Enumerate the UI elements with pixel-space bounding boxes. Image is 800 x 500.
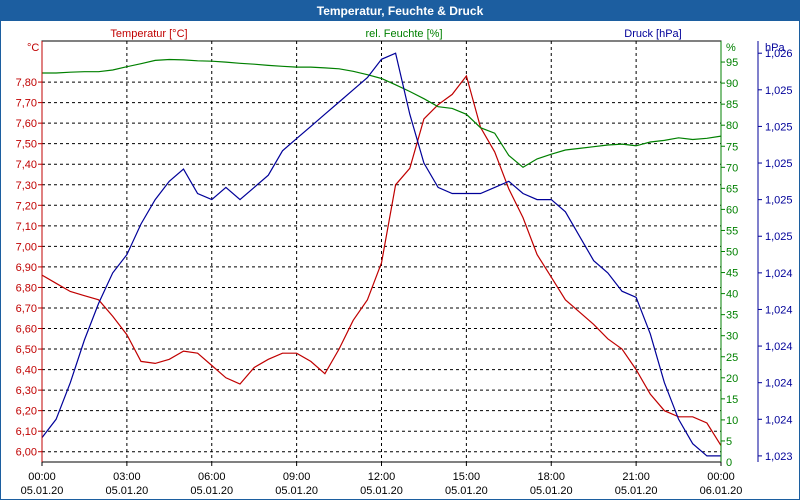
x-tick-date: 06.01.20 bbox=[700, 485, 743, 497]
series-lines bbox=[41, 52, 722, 457]
x-tick-time: 12:00 bbox=[368, 471, 396, 483]
temperature-tick-label: 7,10 bbox=[16, 221, 37, 233]
humidity-tick-label: 65 bbox=[726, 183, 738, 195]
humidity-tick-label: 15 bbox=[726, 394, 738, 406]
chart-title: Temperatur, Feuchte & Druck bbox=[1, 1, 799, 21]
pressure-tick-label: 1,026 bbox=[765, 48, 793, 60]
x-tick-time: 00:00 bbox=[28, 471, 56, 483]
x-tick-time: 18:00 bbox=[537, 471, 565, 483]
pressure-tick-label: 1,025 bbox=[765, 121, 793, 133]
pressure-series-line bbox=[41, 52, 721, 457]
pressure-tick-label: 1,024 bbox=[765, 414, 793, 426]
humidity-tick-label: 60 bbox=[726, 204, 738, 216]
x-tick-time: 15:00 bbox=[453, 471, 481, 483]
humidity-unit-label: % bbox=[726, 42, 736, 54]
x-tick-time: 06:00 bbox=[198, 471, 226, 483]
humidity-tick-label: 55 bbox=[726, 225, 738, 237]
humidity-tick-label: 0 bbox=[726, 457, 732, 469]
temperature-unit-label: °C bbox=[27, 42, 39, 54]
temperature-tick-label: 7,40 bbox=[16, 159, 37, 171]
axes: 6,00 6,10 6,20 6,30 6,40 6,50 6,60 6,70 6,80 6,90… bbox=[16, 40, 793, 497]
temperature-tick-label: 6,80 bbox=[16, 282, 37, 294]
x-tick-time: 09:00 bbox=[283, 471, 311, 483]
pressure-tick-label: 1,025 bbox=[765, 195, 793, 207]
humidity-tick-label: 30 bbox=[726, 331, 738, 343]
temperature-tick-label: 7,20 bbox=[16, 200, 37, 212]
pressure-axis-title: Druck [hPa] bbox=[624, 28, 681, 40]
x-tick-date: 05.01.20 bbox=[275, 485, 318, 497]
x-tick-time: 00:00 bbox=[707, 471, 735, 483]
humidity-tick-label: 25 bbox=[726, 352, 738, 364]
x-tick-date: 05.01.20 bbox=[360, 485, 403, 497]
humidity-tick-label: 35 bbox=[726, 310, 738, 322]
temperature-tick-label: 6,30 bbox=[16, 385, 37, 397]
temperature-tick-label: 7,80 bbox=[16, 77, 37, 89]
humidity-tick-label: 70 bbox=[726, 162, 738, 174]
temperature-tick-label: 6,60 bbox=[16, 324, 37, 336]
grid bbox=[41, 41, 722, 462]
x-tick-time: 03:00 bbox=[113, 471, 141, 483]
humidity-axis-title: rel. Feuchte [%] bbox=[365, 28, 442, 40]
humidity-tick-label: 75 bbox=[726, 141, 738, 153]
humidity-series-line bbox=[42, 58, 722, 169]
humidity-tick-label: 20 bbox=[726, 373, 738, 385]
pressure-unit-label: hPa bbox=[765, 42, 785, 54]
humidity-tick-label: 95 bbox=[726, 57, 738, 69]
temperature-tick-label: 6,00 bbox=[16, 447, 37, 459]
x-tick-time: 21:00 bbox=[622, 471, 650, 483]
temperature-tick-label: 7,30 bbox=[16, 180, 37, 192]
temperature-tick-label: 6,40 bbox=[16, 365, 37, 377]
pressure-tick-label: 1,025 bbox=[765, 85, 793, 97]
humidity-tick-label: 85 bbox=[726, 99, 738, 111]
humidity-tick-label: 40 bbox=[726, 289, 738, 301]
temperature-tick-label: 6,10 bbox=[16, 426, 37, 438]
pressure-tick-label: 1,024 bbox=[765, 304, 793, 316]
chart-svg: 6,00 6,10 6,20 6,30 6,40 6,50 6,60 6,70 6,80 6,90… bbox=[16, 28, 793, 497]
pressure-tick-label: 1,023 bbox=[765, 451, 793, 463]
temperature-tick-label: 6,90 bbox=[16, 262, 37, 274]
temperature-tick-label: 6,20 bbox=[16, 406, 37, 418]
x-tick-date: 05.01.20 bbox=[190, 485, 233, 497]
x-tick-date: 05.01.20 bbox=[105, 485, 148, 497]
temperature-tick-label: 6,70 bbox=[16, 303, 37, 315]
humidity-tick-label: 5 bbox=[726, 436, 732, 448]
temperature-tick-label: 7,70 bbox=[16, 98, 37, 110]
humidity-tick-label: 50 bbox=[726, 247, 738, 259]
x-tick-date: 05.01.20 bbox=[615, 485, 658, 497]
humidity-tick-label: 80 bbox=[726, 120, 738, 132]
temperature-tick-label: 7,60 bbox=[16, 118, 37, 130]
humidity-tick-label: 45 bbox=[726, 268, 738, 280]
temperature-tick-label: 6,50 bbox=[16, 344, 37, 356]
temperature-series-line bbox=[41, 74, 722, 446]
x-tick-date: 05.01.20 bbox=[530, 485, 573, 497]
temperature-axis-title: Temperatur [°C] bbox=[110, 28, 187, 40]
temperature-tick-label: 7,00 bbox=[16, 241, 37, 253]
x-tick-date: 05.01.20 bbox=[445, 485, 488, 497]
pressure-tick-label: 1,024 bbox=[765, 378, 793, 390]
humidity-tick-label: 10 bbox=[726, 415, 738, 427]
pressure-tick-label: 1,024 bbox=[765, 268, 793, 280]
humidity-tick-label: 90 bbox=[726, 78, 738, 90]
pressure-tick-label: 1,025 bbox=[765, 231, 793, 243]
pressure-tick-label: 1,024 bbox=[765, 341, 793, 353]
x-tick-date: 05.01.20 bbox=[21, 485, 64, 497]
temperature-tick-label: 7,50 bbox=[16, 139, 37, 151]
pressure-tick-label: 1,025 bbox=[765, 158, 793, 170]
